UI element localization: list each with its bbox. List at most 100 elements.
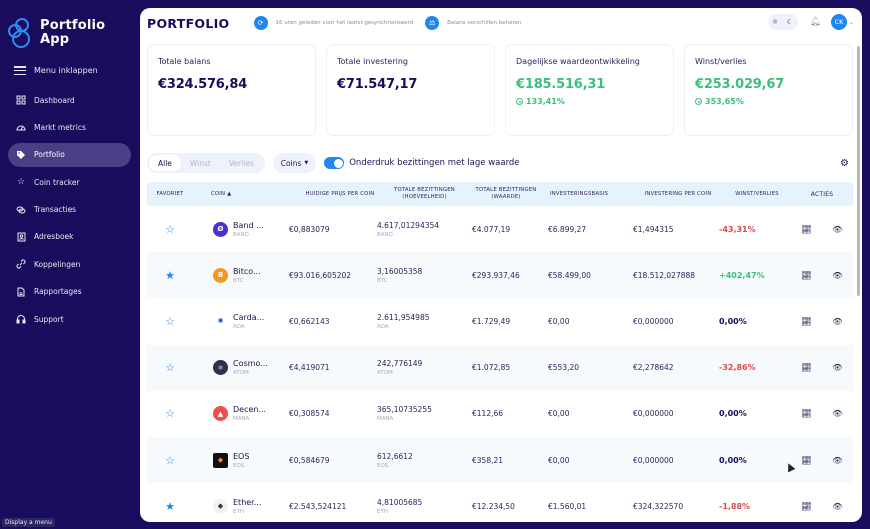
coin-logo-icon: ◆: [213, 452, 228, 468]
card-label: Totale balans: [158, 57, 211, 66]
filter-alle[interactable]: Alle: [149, 155, 181, 171]
table-row[interactable]: ☆ ✺ Carda... ADA €0,662143 2.611,954985 ADA €1.…: [147, 298, 853, 344]
card-daily-change: Dagelijkse waardeontwikkeling €185.516,3…: [505, 44, 674, 136]
coins-dropdown[interactable]: Coins ▼: [272, 153, 317, 173]
star-outline-icon[interactable]: ☆: [165, 361, 175, 375]
header-coin[interactable]: COIN ▲: [211, 190, 232, 197]
header-holdings-qty[interactable]: TOTALE BEZITTINGEN (HOEVEELHEID): [394, 187, 455, 200]
header-price[interactable]: HUIDIGE PRIJS PER COIN: [305, 190, 375, 197]
sidebar-item-transacties[interactable]: Transacties: [8, 198, 131, 222]
balance-text: Balans verschillen beheren: [447, 20, 522, 26]
coin-name: Bitco...: [233, 266, 261, 276]
eye-icon[interactable]: 👁︎: [832, 501, 843, 511]
star-outline-icon[interactable]: ☆: [165, 314, 175, 328]
filter-bar: Alle Winst Verlies Coins ▼ Onderdruk bez…: [147, 153, 853, 173]
coin-name: Band ...: [233, 220, 264, 230]
collapse-menu-label: Menu inklappen: [34, 66, 98, 75]
coin-cell[interactable]: ▲ Decen... MANA: [193, 405, 285, 422]
holdings-qty: 3,16005358: [377, 266, 423, 276]
price-cell: €0,883079: [289, 224, 330, 234]
star-filled-icon[interactable]: ★: [165, 268, 175, 282]
card-value: €185.516,31: [516, 77, 606, 92]
star-outline-icon[interactable]: ☆: [165, 453, 175, 467]
avatar[interactable]: CK: [830, 14, 847, 30]
eye-icon[interactable]: 👁︎: [832, 455, 843, 465]
sidebar-item-koppelingen[interactable]: Koppelingen: [8, 252, 131, 276]
star-outline-icon[interactable]: ☆: [165, 407, 175, 421]
coin-cell[interactable]: ✺ Carda... ADA: [193, 313, 285, 330]
eye-icon[interactable]: 👁︎: [832, 316, 843, 326]
eye-icon[interactable]: 👁︎: [832, 224, 843, 234]
chart-icon[interactable]: 📈︎: [801, 316, 812, 326]
moon-icon[interactable]: ☾: [786, 18, 794, 26]
settings-icon[interactable]: ⚙: [840, 157, 849, 169]
theme-toggle[interactable]: ☼ ☾: [767, 14, 798, 30]
holdings-cell: 365,10735255 MANA: [377, 405, 468, 422]
chart-icon[interactable]: 📈︎: [801, 270, 812, 280]
eye-icon[interactable]: 👁︎: [832, 270, 843, 280]
scrollbar[interactable]: [857, 46, 860, 296]
balance-button[interactable]: ⚖: [425, 16, 440, 30]
chart-icon[interactable]: 📈︎: [801, 363, 812, 373]
table-row[interactable]: ★ B Bitco... BTC €93.016,605202 3,16005358 BTC…: [147, 252, 853, 299]
coin-logo-icon: B: [213, 267, 228, 283]
card-label: Dagelijkse waardeontwikkeling: [516, 57, 640, 66]
favorite-toggle[interactable]: ☆: [147, 223, 193, 236]
favorite-toggle[interactable]: ★: [147, 269, 193, 282]
sun-icon[interactable]: ☼: [771, 18, 779, 26]
value-cell: €112,66: [472, 409, 504, 419]
favorite-toggle[interactable]: ☆: [147, 315, 193, 328]
table-row[interactable]: ☆ ▲ Decen... MANA €0,308574 365,10735255 MANA €…: [147, 391, 853, 437]
profit-loss-cell: 0,00%: [719, 409, 747, 419]
favorite-toggle[interactable]: ☆: [147, 454, 193, 467]
eye-icon[interactable]: 👁︎: [832, 363, 843, 373]
card-label: Winst/verlies: [695, 57, 747, 66]
sidebar-item-adresboek[interactable]: Adresboek: [8, 225, 131, 249]
coin-cell[interactable]: Ø Band ... BAND: [193, 221, 285, 238]
eye-icon[interactable]: 👁︎: [832, 409, 843, 419]
sidebar-item-coin-tracker[interactable]: ☆ Coin tracker: [8, 170, 131, 194]
coin-cell[interactable]: ⚛ Cosmo... ATOM: [193, 359, 285, 376]
price-cell: €93.016,605202: [289, 270, 352, 280]
chart-icon[interactable]: 📈︎: [801, 455, 812, 465]
low-value-toggle[interactable]: [324, 157, 345, 169]
chart-icon[interactable]: 📈︎: [801, 224, 812, 234]
table-row[interactable]: ☆ Ø Band ... BAND €0,883079 4.617,01294354 BAN…: [147, 206, 853, 252]
chevron-down-icon[interactable]: ⌄: [848, 18, 854, 26]
star-filled-icon[interactable]: ★: [165, 499, 175, 513]
sidebar-item-portfolio[interactable]: Portfolio: [8, 142, 131, 167]
coin-cell[interactable]: B Bitco... BTC: [193, 267, 285, 284]
favorite-toggle[interactable]: ☆: [147, 407, 193, 420]
favorite-toggle[interactable]: ☆: [147, 361, 193, 374]
sidebar-item-markt-metrics[interactable]: Markt metrics: [8, 115, 131, 139]
sidebar-item-rapportages[interactable]: Rapportages: [8, 280, 131, 304]
header-favoriet[interactable]: FAVORIET: [156, 190, 184, 197]
chart-icon[interactable]: 📈︎: [801, 409, 812, 419]
row-actions: 📈︎ 👁︎: [791, 317, 853, 326]
app-logo[interactable]: Portfolio App: [8, 18, 105, 48]
sidebar-item-support[interactable]: Support: [8, 307, 131, 331]
table-row[interactable]: ☆ ⚛ Cosmo... ATOM €4,419071 242,776149 ATOM €1.…: [147, 344, 853, 391]
sync-button[interactable]: ⟳: [253, 16, 268, 30]
filter-verlies[interactable]: Verlies: [228, 158, 254, 168]
header-basis[interactable]: INVESTERINGSBASIS: [550, 190, 609, 197]
coin-info: Decen... MANA: [233, 405, 266, 422]
sidebar-item-dashboard[interactable]: Dashboard: [8, 88, 131, 112]
star-outline-icon[interactable]: ☆: [165, 222, 175, 236]
filter-winst[interactable]: Winst: [189, 158, 211, 168]
collapse-menu-button[interactable]: Menu inklappen: [14, 66, 98, 75]
bell-icon[interactable]: 🔔︎: [809, 17, 821, 27]
holdings-cell: 242,776149 ATOM: [377, 359, 468, 376]
header-inv-per-coin[interactable]: INVESTERING PER COIN: [644, 190, 712, 197]
card-total-balance: Totale balans €324.576,84: [147, 44, 316, 136]
header-holdings-value[interactable]: TOTALE BEZITTINGEN (WAARDE): [475, 187, 537, 200]
chart-icon[interactable]: 📈︎: [801, 501, 812, 511]
table-row[interactable]: ★ ◆ Ether... ETH €2.543,524121 4,81005685 ETH €…: [147, 483, 853, 522]
favorite-toggle[interactable]: ★: [147, 500, 193, 513]
profit-loss-cell: 0,00%: [719, 316, 747, 326]
balance-manage[interactable]: ⚖ Balans verschillen beheren: [425, 16, 522, 30]
header-profit-loss[interactable]: WINST/VERLIES: [735, 190, 779, 197]
table-row[interactable]: ☆ ◆ EOS EOS €0,584679 612,6612 EOS €358,21 €0,00…: [147, 436, 853, 484]
coin-cell[interactable]: ◆ EOS EOS: [193, 452, 285, 469]
coin-cell[interactable]: ◆ Ether... ETH: [193, 498, 285, 515]
